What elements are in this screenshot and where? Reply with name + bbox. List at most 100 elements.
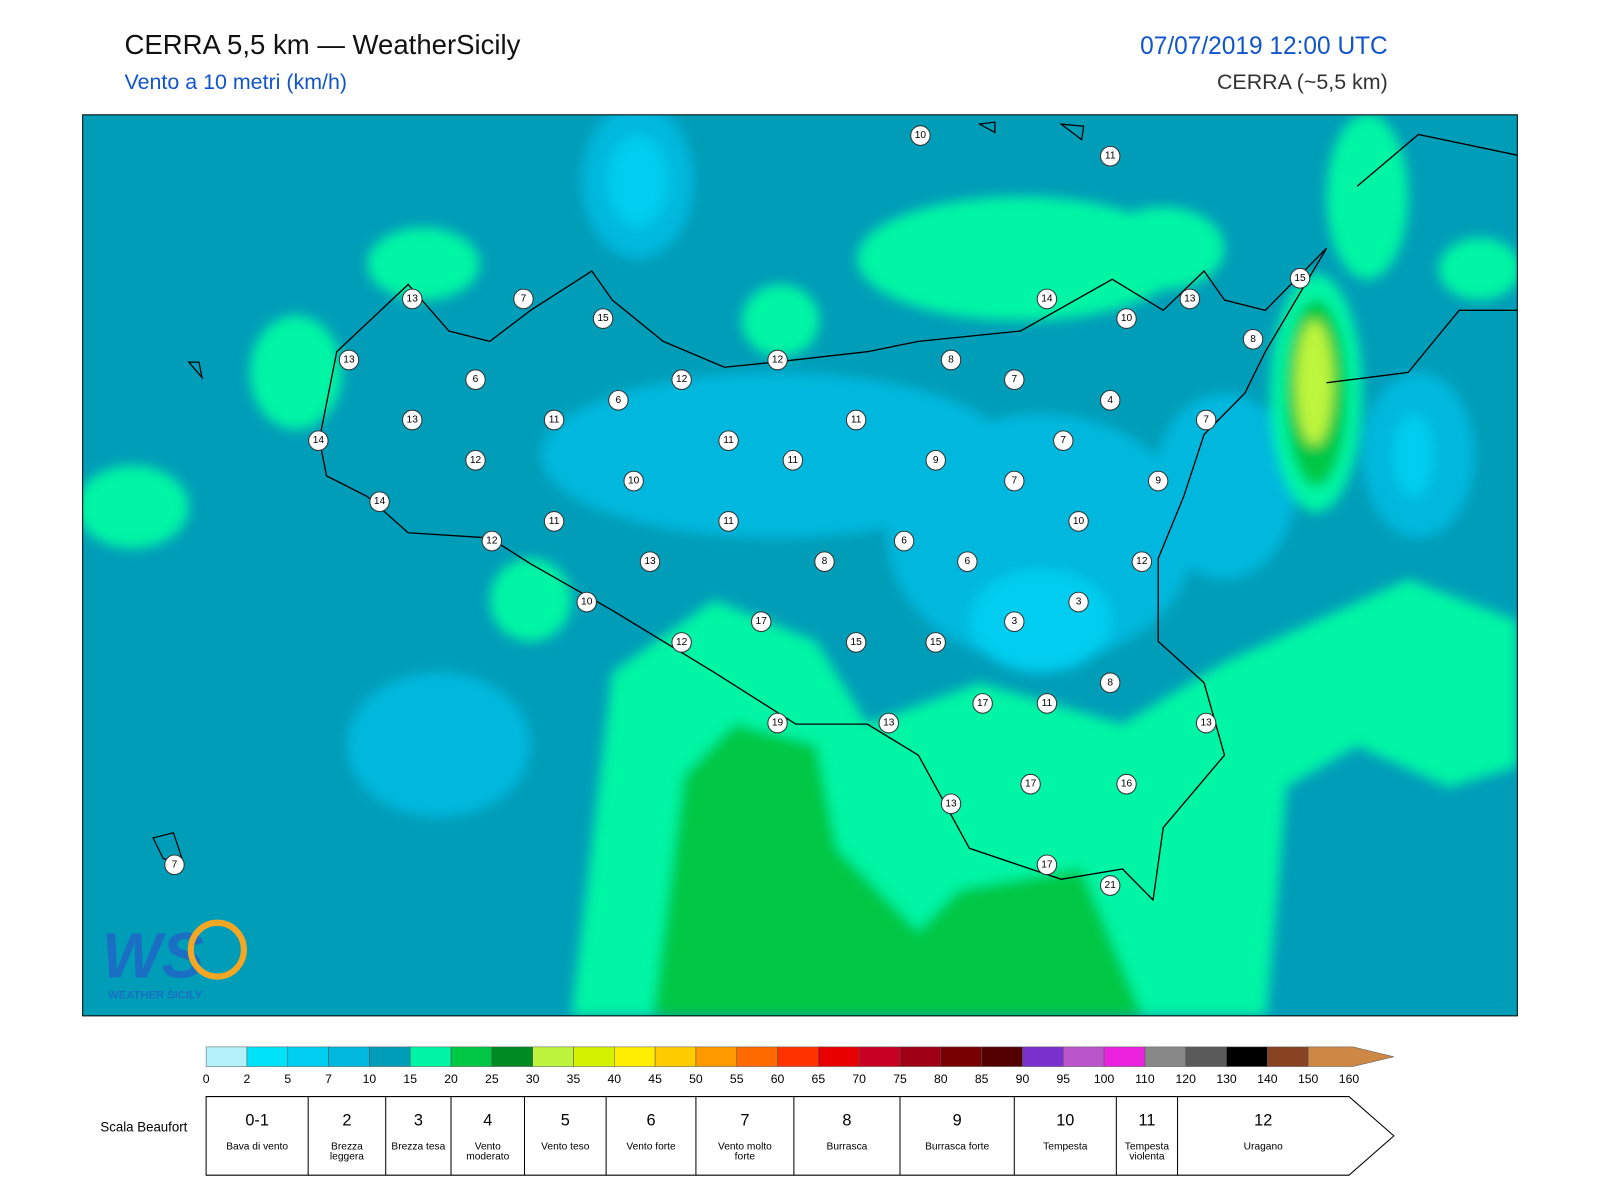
station-value: 6 bbox=[473, 374, 479, 385]
colorbar-tick-label: 70 bbox=[852, 1072, 866, 1086]
colorbar-tick-label: 100 bbox=[1094, 1072, 1115, 1086]
beaufort-scale: Scala Beaufort 0-1 Bava di vento 2 Brezza l… bbox=[100, 1096, 1395, 1176]
beaufort-force: 8 bbox=[842, 1111, 851, 1129]
station-value: 9 bbox=[1155, 475, 1161, 486]
color-bin bbox=[491, 1046, 533, 1067]
color-bin bbox=[1144, 1046, 1186, 1067]
beaufort-force: 0-1 bbox=[245, 1111, 269, 1129]
station-value: 13 bbox=[1184, 293, 1196, 304]
colorbar-tick-label: 150 bbox=[1298, 1072, 1319, 1086]
station-value: 10 bbox=[1073, 516, 1085, 527]
station-value: 11 bbox=[1042, 698, 1053, 709]
beaufort-label: Vento teso bbox=[541, 1142, 590, 1153]
map-frame bbox=[82, 114, 1518, 1017]
station-value: 11 bbox=[788, 455, 799, 466]
beaufort-label: Vento moderato bbox=[466, 1142, 510, 1163]
station-marker bbox=[751, 611, 772, 633]
station-value: 11 bbox=[549, 516, 560, 527]
color-bin bbox=[532, 1046, 574, 1067]
station-marker bbox=[1242, 328, 1264, 350]
station-value: 17 bbox=[756, 616, 768, 627]
station-value: 15 bbox=[1294, 273, 1306, 284]
station-marker bbox=[910, 125, 931, 146]
color-bin bbox=[777, 1046, 819, 1067]
station-marker bbox=[465, 369, 486, 391]
station-marker bbox=[1195, 409, 1217, 431]
beaufort-frame bbox=[205, 1096, 1395, 1176]
beaufort-label: Vento molto forte bbox=[717, 1142, 772, 1163]
station-marker bbox=[940, 349, 962, 371]
color-bin bbox=[1063, 1046, 1105, 1067]
station-marker bbox=[1004, 470, 1025, 492]
station-marker bbox=[576, 591, 597, 613]
station-value: 7 bbox=[1011, 475, 1017, 486]
color-bin bbox=[287, 1046, 329, 1067]
station-marker bbox=[481, 530, 503, 552]
color-bin bbox=[246, 1046, 289, 1067]
station-marker bbox=[925, 450, 946, 471]
station-marker bbox=[782, 450, 804, 471]
station-marker bbox=[671, 369, 692, 391]
station-value: 3 bbox=[1011, 616, 1017, 627]
beaufort-label-box: Brezza tesa bbox=[391, 1142, 446, 1153]
station-marker bbox=[308, 430, 329, 452]
station-marker bbox=[718, 430, 739, 452]
source: CERRA (~5,5 km) bbox=[1217, 69, 1388, 94]
colorbar-tick-label: 120 bbox=[1176, 1072, 1197, 1086]
colorbar-tick-label: 2 bbox=[244, 1072, 251, 1086]
station-marker bbox=[940, 793, 962, 815]
beaufort-label-box: Vento teso bbox=[541, 1142, 590, 1153]
colorbar-tick-label: 25 bbox=[485, 1072, 499, 1086]
station-marker bbox=[608, 390, 629, 411]
station-value: 14 bbox=[313, 435, 325, 446]
color-bin bbox=[573, 1046, 615, 1067]
beaufort-label-box: Vento forte bbox=[626, 1142, 676, 1153]
color-bin bbox=[450, 1046, 493, 1067]
colorbar-tick-label: 55 bbox=[730, 1072, 744, 1086]
station-marker bbox=[1147, 470, 1169, 492]
colorbar-tick-label: 110 bbox=[1135, 1072, 1155, 1086]
beaufort-label-box: Burrasca bbox=[826, 1142, 868, 1153]
station-marker bbox=[639, 551, 661, 573]
color-bin bbox=[614, 1046, 656, 1067]
color-bin bbox=[858, 1046, 901, 1067]
station-value: 12 bbox=[1136, 556, 1148, 567]
station-value: 9 bbox=[933, 455, 939, 466]
station-marker bbox=[1131, 551, 1153, 573]
beaufort-force: 12 bbox=[1254, 1111, 1272, 1129]
station-value: 14 bbox=[1041, 293, 1053, 304]
beaufort-label: Vento forte bbox=[626, 1142, 676, 1153]
station-value: 7 bbox=[1011, 374, 1017, 385]
color-bin bbox=[654, 1046, 697, 1067]
beaufort-label: Brezza leggera bbox=[329, 1142, 364, 1163]
beaufort-label: Burrasca bbox=[826, 1142, 868, 1153]
station-marker bbox=[1289, 267, 1311, 289]
color-bin bbox=[1022, 1046, 1064, 1067]
beaufort-label-box: Brezza leggera bbox=[329, 1142, 364, 1163]
colorbar-tick-label: 90 bbox=[1016, 1072, 1030, 1086]
station-marker bbox=[1020, 773, 1041, 795]
station-value: 12 bbox=[470, 455, 482, 466]
color-arrow bbox=[1307, 1046, 1394, 1067]
station-value: 6 bbox=[965, 556, 971, 567]
colorbar-tick-label: 30 bbox=[526, 1072, 540, 1086]
colorbar-tick-label: 20 bbox=[444, 1072, 458, 1086]
station-marker bbox=[592, 308, 614, 329]
colorbar-tick-label: 160 bbox=[1339, 1072, 1360, 1086]
stations: 10 11 13 7 15 14 13 15 10 8 13 12 8 6 12 7 6 4 13 11 11 7 14 11… bbox=[164, 125, 1311, 896]
station-value: 21 bbox=[1105, 880, 1117, 891]
colorbar-tick-label: 130 bbox=[1216, 1072, 1237, 1086]
station-marker bbox=[623, 470, 644, 492]
beaufort-label: Bava di vento bbox=[226, 1142, 289, 1153]
station-value: 15 bbox=[597, 313, 609, 324]
colorbar-tick-label: 45 bbox=[648, 1072, 662, 1086]
beaufort-label-box: Bava di vento bbox=[226, 1142, 289, 1153]
colorbar-tick-label: 95 bbox=[1056, 1072, 1070, 1086]
station-marker bbox=[957, 551, 978, 573]
station-value: 10 bbox=[581, 597, 593, 608]
station-marker bbox=[369, 491, 390, 513]
beaufort-label: Brezza tesa bbox=[391, 1142, 446, 1153]
station-marker bbox=[402, 409, 423, 431]
colorbar-tick-label: 85 bbox=[975, 1072, 989, 1086]
